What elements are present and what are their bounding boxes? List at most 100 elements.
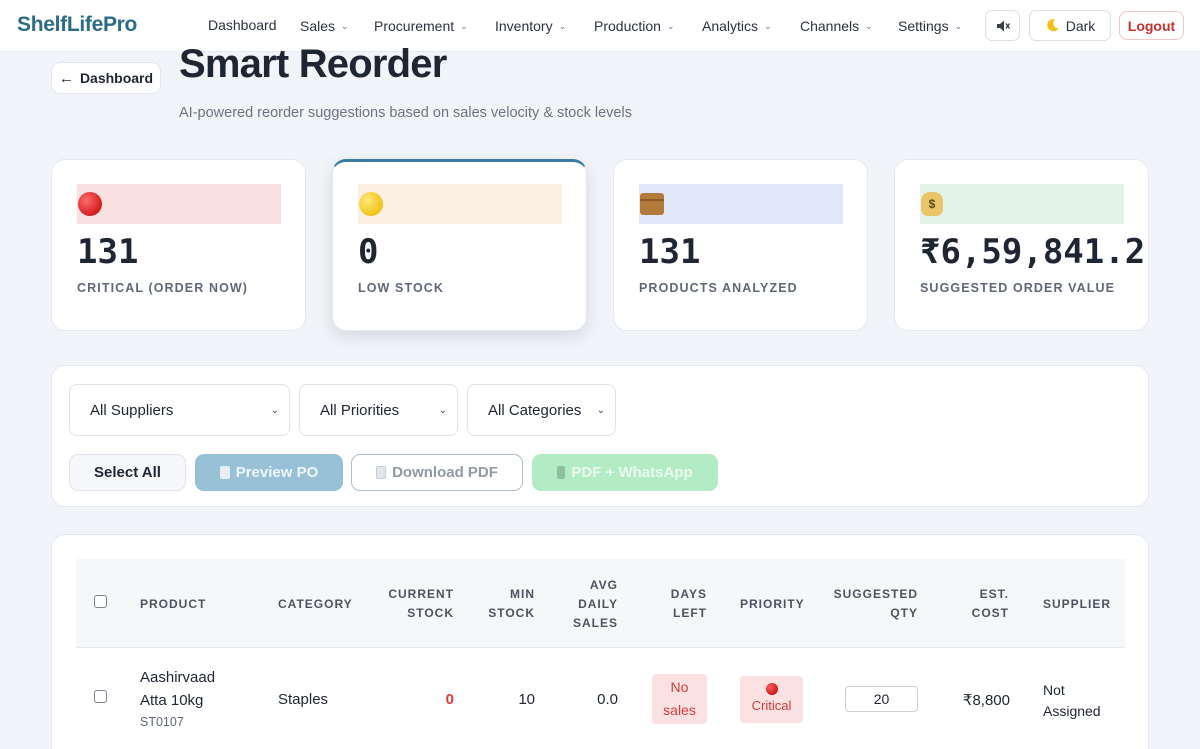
preview-po-button[interactable]: Preview PO xyxy=(195,454,343,491)
stat-card-order-value[interactable]: $ ₹6,59,841.2 SUGGESTED ORDER VALUE xyxy=(894,159,1149,331)
download-pdf-button[interactable]: Download PDF xyxy=(351,454,523,491)
supplier-filter-value: All Suppliers xyxy=(90,401,174,419)
header-min-stock-line2: STOCK xyxy=(488,606,535,620)
product-name[interactable]: Aashirvaad Atta 10kg xyxy=(140,666,215,712)
header-days-left: DAYS LEFT xyxy=(646,585,707,623)
header-priority: PRIORITY xyxy=(740,597,805,611)
header-est-cost-line1: EST. xyxy=(979,587,1009,601)
header-est-cost: EST. COST xyxy=(946,585,1009,623)
nav-channels[interactable]: Channels ⌄ xyxy=(800,18,873,34)
sound-toggle-button[interactable] xyxy=(985,10,1020,41)
nav-sales[interactable]: Sales ⌄ xyxy=(300,18,349,34)
theme-toggle-button[interactable]: Dark xyxy=(1029,10,1111,41)
nav-dashboard-label: Dashboard xyxy=(208,17,277,33)
nav-inventory-label: Inventory xyxy=(495,18,553,34)
nav-procurement[interactable]: Procurement ⌄ xyxy=(374,18,468,34)
header-min-stock-line1: MIN xyxy=(510,587,535,601)
stat-value: 0 xyxy=(358,232,379,272)
stat-value: 131 xyxy=(77,232,139,272)
theme-toggle-label: Dark xyxy=(1065,17,1096,34)
stat-label: PRODUCTS ANALYZED xyxy=(639,281,798,295)
product-category: Staples xyxy=(278,691,329,708)
days-left-line2: sales xyxy=(663,702,696,718)
chevron-down-icon: ⌄ xyxy=(764,20,772,31)
days-left-line1: No xyxy=(670,679,689,695)
min-stock-value: 10 xyxy=(518,691,535,708)
preview-po-label: Preview PO xyxy=(235,464,319,481)
red-circle-icon xyxy=(78,192,102,216)
header-current-stock-line1: CURRENT xyxy=(388,587,454,601)
select-all-button[interactable]: Select All xyxy=(69,454,186,491)
stat-icon-strip xyxy=(358,184,562,224)
logout-button[interactable]: Logout xyxy=(1119,11,1184,40)
back-to-dashboard-button[interactable]: ← Dashboard xyxy=(51,62,161,94)
stat-label: SUGGESTED ORDER VALUE xyxy=(920,281,1116,295)
priority-badge: Critical xyxy=(740,676,803,723)
package-icon xyxy=(640,193,664,215)
table-header: PRODUCT CATEGORY CURRENT STOCK MIN STOCK… xyxy=(76,559,1125,648)
header-avg-line1: AVG xyxy=(589,578,618,592)
priority-label: Critical xyxy=(751,698,792,713)
chevron-down-icon: ⌄ xyxy=(596,404,605,416)
stat-icon-strip xyxy=(77,184,281,224)
stat-label: CRITICAL (ORDER NOW) xyxy=(77,281,249,295)
nav-dashboard[interactable]: Dashboard xyxy=(208,17,277,33)
brand-logo[interactable]: ShelfLifePro xyxy=(17,13,138,36)
header-suggested-qty: SUGGESTED QTY xyxy=(826,585,918,623)
header-category: CATEGORY xyxy=(278,597,353,611)
chevron-down-icon: ⌄ xyxy=(438,404,447,416)
category-filter-select[interactable]: All Categories ⌄ xyxy=(467,384,616,436)
select-all-label: Select All xyxy=(94,464,161,481)
nav-settings[interactable]: Settings ⌄ xyxy=(898,18,962,34)
supplier-filter-select[interactable]: All Suppliers ⌄ xyxy=(69,384,290,436)
header-supplier: SUPPLIER xyxy=(1043,597,1112,611)
stat-card-products-analyzed[interactable]: 131 PRODUCTS ANALYZED xyxy=(613,159,868,331)
supplier-line1: Not xyxy=(1043,682,1065,698)
mobile-phone-icon xyxy=(557,466,566,479)
money-bag-icon: $ xyxy=(921,192,943,216)
document-icon xyxy=(376,466,387,479)
back-button-label: Dashboard xyxy=(79,70,154,86)
row-checkbox[interactable] xyxy=(94,690,107,703)
header-est-cost-line2: COST xyxy=(971,606,1009,620)
moon-icon xyxy=(1046,19,1059,32)
pdf-whatsapp-button[interactable]: PDF + WhatsApp xyxy=(532,454,718,491)
stat-card-low-stock[interactable]: 0 LOW STOCK xyxy=(332,159,587,331)
page-title: Smart Reorder xyxy=(179,42,447,86)
nav-production[interactable]: Production ⌄ xyxy=(594,18,674,34)
header-current-stock: CURRENT STOCK xyxy=(366,585,454,623)
product-name-line1: Aashirvaad xyxy=(140,669,216,686)
header-suggested-qty-line2: QTY xyxy=(890,606,918,620)
header-min-stock: MIN STOCK xyxy=(466,585,535,623)
current-stock-value: 0 xyxy=(445,691,454,708)
chevron-down-icon: ⌄ xyxy=(460,20,468,31)
nav-channels-label: Channels xyxy=(800,18,860,34)
chevron-down-icon: ⌄ xyxy=(666,20,675,31)
select-all-checkbox[interactable] xyxy=(94,595,107,608)
filter-panel: All Suppliers ⌄ All Priorities ⌄ All Cat… xyxy=(51,365,1149,507)
nav-analytics[interactable]: Analytics ⌄ xyxy=(702,18,772,34)
header-current-stock-line2: STOCK xyxy=(407,606,454,620)
stat-value: ₹6,59,841.2 xyxy=(920,232,1146,272)
nav-analytics-label: Analytics xyxy=(702,18,759,34)
est-cost-value: ₹8,800 xyxy=(962,692,1010,709)
nav-sales-label: Sales xyxy=(300,18,336,34)
arrow-left-icon: ← xyxy=(58,69,74,87)
suggested-qty-input[interactable]: 20 xyxy=(845,686,918,712)
header-avg-daily-sales: AVG DAILY SALES xyxy=(556,576,618,633)
product-sku: ST0107 xyxy=(140,715,184,729)
chevron-down-icon: ⌄ xyxy=(270,404,279,416)
priority-filter-value: All Priorities xyxy=(320,401,400,419)
yellow-circle-icon xyxy=(359,192,383,216)
supplier-value: Not Assigned xyxy=(1043,680,1101,722)
nav-procurement-label: Procurement xyxy=(374,18,455,34)
category-filter-value: All Categories xyxy=(488,401,582,419)
reorder-table-panel: PRODUCT CATEGORY CURRENT STOCK MIN STOCK… xyxy=(51,534,1149,749)
priority-filter-select[interactable]: All Priorities ⌄ xyxy=(299,384,458,436)
stat-card-critical[interactable]: 131 CRITICAL (ORDER NOW) xyxy=(51,159,306,331)
header-avg-line2: DAILY xyxy=(578,597,618,611)
nav-inventory[interactable]: Inventory ⌄ xyxy=(495,18,566,34)
header-avg-line3: SALES xyxy=(572,616,618,630)
product-name-line2: Atta 10kg xyxy=(140,692,204,709)
logout-label: Logout xyxy=(1127,17,1176,34)
